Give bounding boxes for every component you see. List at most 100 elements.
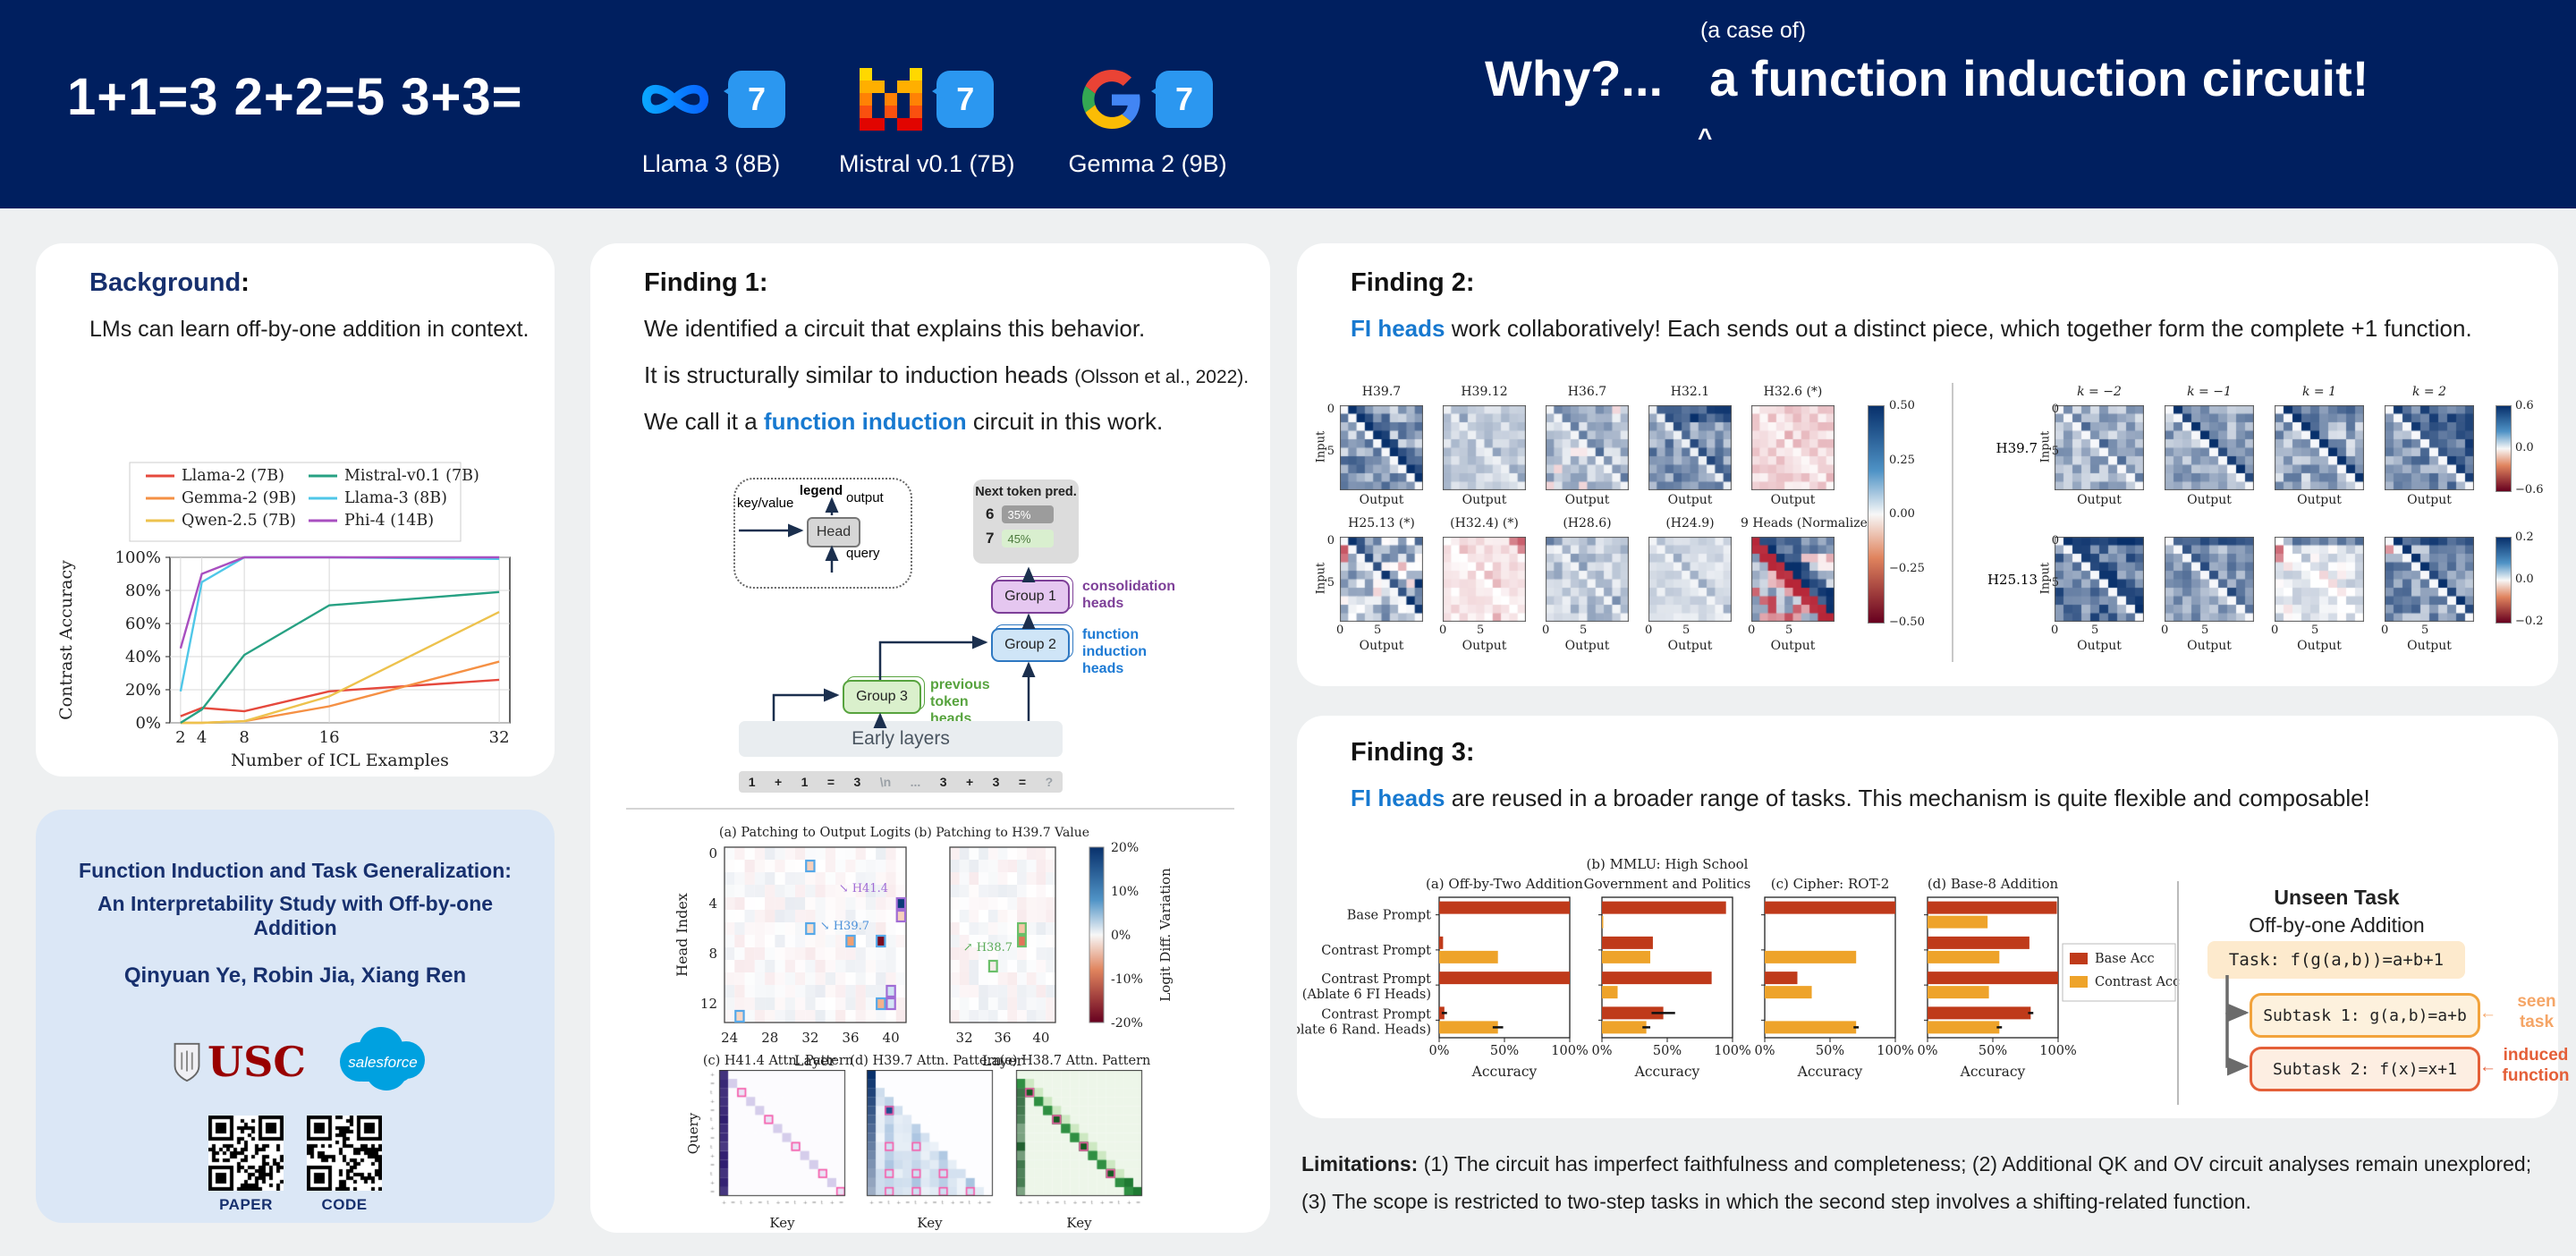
ablation-bar-charts: (a) Off-by-Two Addition 0% 50% 100% Accuracy… (1297, 856, 2180, 1080)
heatmap-title: k = −2 (2077, 385, 2122, 399)
svg-text:12: 12 (700, 996, 717, 1012)
svg-text:50%: 50% (1653, 1044, 1682, 1058)
heatmap-tick: 0 (1326, 534, 1335, 547)
svg-text:(Ablate 6 Rand. Heads): (Ablate 6 Rand. Heads) (1297, 1023, 1431, 1037)
svg-text:Contrast Accuracy: Contrast Accuracy (56, 560, 76, 720)
legend-head-box: Head (807, 517, 860, 547)
heatmap-title: H25.13 (*) (1348, 516, 1415, 530)
unseen-task-subtitle: Off-by-one Addition (2249, 913, 2425, 937)
svg-text:↘ H39.7: ↘ H39.7 (820, 920, 869, 933)
token: = (1018, 775, 1027, 789)
heatmap-tick: 0 (2051, 624, 2059, 637)
heatmap-canvas (1546, 537, 1629, 622)
svg-text:20%: 20% (125, 681, 161, 700)
svg-text:36: 36 (994, 1030, 1011, 1046)
heatmap-xlabel: Output (2297, 493, 2342, 507)
svg-text:28: 28 (761, 1030, 778, 1046)
attn-title: (d) H39.7 Attn. Pattern (850, 1054, 1002, 1068)
subtask1-box: Subtask 1: g(a,b)=a+b (2250, 993, 2480, 1038)
consolidation-heads-caption: consolidation heads (1082, 579, 1175, 611)
heatmap-tick: 5 (2311, 624, 2319, 637)
svg-text:0%: 0% (135, 714, 161, 733)
svg-text:Contrast Prompt: Contrast Prompt (1321, 1007, 1431, 1022)
usc-logo: USC (170, 1038, 306, 1086)
svg-text:-20%: -20% (1111, 1016, 1143, 1031)
model-meta-logo: 7 Llama 3 (8B) (637, 61, 785, 178)
svg-text:Accuracy: Accuracy (1634, 1064, 1700, 1080)
model-label: Gemma 2 (9B) (1068, 150, 1227, 177)
svg-text:salesforce: salesforce (348, 1054, 417, 1071)
svg-text:(a) Patching to Output Logits: (a) Patching to Output Logits (719, 826, 911, 840)
token: ? (1045, 775, 1054, 789)
svg-text:32: 32 (956, 1030, 973, 1046)
svg-text:Qwen-2.5 (7B): Qwen-2.5 (7B) (182, 512, 296, 530)
group3-box: Group 3 (843, 680, 921, 714)
legend-title: legend (799, 483, 843, 498)
attn-xlabel: Key (769, 1215, 795, 1231)
limitations-line1: Limitations: (1) The circuit has imperfe… (1301, 1152, 2532, 1175)
svg-text:-10%: -10% (1111, 972, 1143, 987)
heatmap-canvas (2275, 537, 2364, 622)
colorbar-tick: 0.00 (1889, 507, 1915, 521)
badge-bubble: 7 (1151, 71, 1214, 128)
finding2-colorbar-k2 (2496, 537, 2512, 624)
svg-text:(b) MMLU: High School: (b) MMLU: High School (1587, 856, 1749, 872)
svg-text:Government and Politics: Government and Politics (1584, 876, 1751, 892)
token-sequence: 1 +1 = 3 \n... 3 +3 =? (739, 771, 1063, 793)
attn-canvas-blue (856, 1070, 996, 1213)
colorbar-tick: 0.50 (1889, 399, 1915, 412)
token: 3 (853, 775, 861, 789)
finding2-colorbar (1868, 405, 1885, 624)
model-label: Llama 3 (8B) (641, 150, 781, 177)
heatmap-canvas (1648, 405, 1732, 490)
svg-text:0%: 0% (1591, 1044, 1612, 1058)
svg-text:(b) Patching to H39.7 Value: (b) Patching to H39.7 Value (914, 826, 1089, 840)
background-heading: Background: (89, 268, 250, 297)
qr-code-paper (208, 1116, 284, 1191)
heatmap-title: k = 1 (2301, 385, 2337, 399)
attn-title: (c) H41.4 Attn. Pattern (702, 1054, 854, 1068)
svg-text:100%: 100% (1877, 1044, 1913, 1058)
heatmap-canvas (1340, 537, 1423, 622)
heatmap-title: H32.6 (*) (1763, 385, 1823, 399)
colorbar-tick: −0.6 (2515, 483, 2544, 496)
heatmap-canvas (1443, 537, 1526, 622)
heatmap-tick: 5 (2201, 624, 2209, 637)
svg-text:0%: 0% (1917, 1044, 1937, 1058)
legend-query-label: query (846, 546, 880, 561)
patching-plots: 24 28 32 36 40 0 4 8 12 (a) Patching to Output Lo… (674, 826, 1174, 1069)
heatmap-title: k = −1 (2187, 385, 2232, 399)
heatmap-canvas (1751, 537, 1835, 622)
svg-text:100%: 100% (1551, 1044, 1588, 1058)
group1-box: Group 1 (991, 580, 1070, 614)
header-title-main: a function induction circuit! (1709, 50, 2369, 106)
heatmap-xlabel: Output (1770, 639, 1816, 653)
early-layers-bar: Early layers (739, 721, 1063, 757)
svg-text:100%: 100% (1714, 1044, 1750, 1058)
function-induction-heads-caption: function induction heads (1082, 627, 1147, 676)
svg-text:(c) Cipher: ROT-2: (c) Cipher: ROT-2 (1771, 876, 1890, 892)
badge-bubble: 7 (932, 71, 995, 128)
heatmap-canvas (2165, 405, 2254, 490)
heatmap-xlabel: Output (1667, 493, 1713, 507)
heatmap-canvas (2275, 405, 2364, 490)
attn-xlabel: Key (1066, 1215, 1092, 1231)
legend-output-label: output (846, 490, 884, 505)
paper-authors: Qinyuan Ye, Robin Jia, Xiang Ren (123, 963, 467, 988)
heatmap-xlabel: Output (2077, 639, 2122, 653)
svg-text:40: 40 (1032, 1030, 1049, 1046)
header-banner: 1+1=3 2+2=5 3+3= 7 Llama 3 (8B) 7 Mistral v… (0, 0, 2576, 208)
svg-text:0%: 0% (1754, 1044, 1775, 1058)
model-list: 7 Llama 3 (8B) 7 Mistral v0.1 (7B) 7 Gemma 2 … (637, 61, 1227, 178)
heatmap-title: (H28.6) (1563, 516, 1612, 530)
svg-text:4: 4 (197, 728, 207, 747)
svg-text:Accuracy: Accuracy (1797, 1064, 1863, 1080)
heatmap-tick: 5 (1326, 445, 1335, 458)
heatmap-xlabel: Output (2297, 639, 2342, 653)
svg-text:20%: 20% (1111, 841, 1139, 855)
colorbar-tick: 0.2 (2515, 530, 2534, 544)
subtask2-box: Subtask 2: f(x)=x+1 (2250, 1047, 2480, 1091)
heatmap-xlabel: Output (2077, 493, 2122, 507)
heatmap-xlabel: Output (2407, 639, 2452, 653)
heatmap-tick: 0 (1748, 624, 1756, 637)
